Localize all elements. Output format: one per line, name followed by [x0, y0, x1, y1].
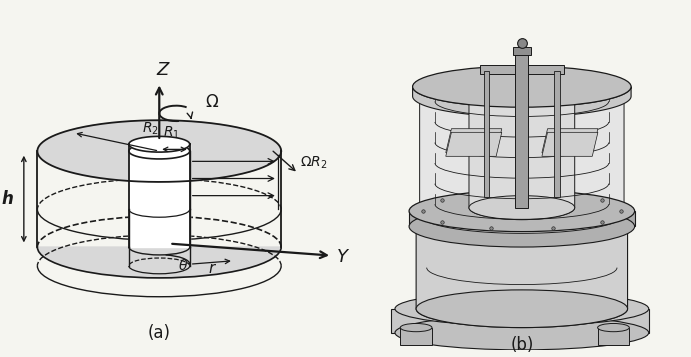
Text: (a): (a)	[148, 324, 171, 342]
Polygon shape	[409, 211, 634, 226]
Polygon shape	[391, 309, 649, 333]
Polygon shape	[513, 46, 531, 55]
Ellipse shape	[395, 316, 649, 350]
Text: (b): (b)	[510, 336, 533, 354]
Text: $\Omega R_2$: $\Omega R_2$	[300, 155, 328, 171]
Text: $R_1$: $R_1$	[162, 125, 180, 141]
Text: Y: Y	[337, 248, 348, 266]
Ellipse shape	[409, 206, 634, 247]
Polygon shape	[413, 87, 631, 117]
Ellipse shape	[416, 290, 627, 328]
Text: r: r	[209, 261, 215, 276]
Polygon shape	[419, 95, 624, 233]
Polygon shape	[480, 65, 564, 74]
Ellipse shape	[395, 292, 649, 326]
Text: h: h	[2, 190, 14, 208]
Polygon shape	[37, 120, 281, 182]
Text: $\theta$: $\theta$	[178, 258, 188, 273]
Polygon shape	[519, 134, 524, 158]
Ellipse shape	[413, 66, 631, 107]
Polygon shape	[554, 71, 560, 197]
Polygon shape	[416, 226, 627, 328]
Polygon shape	[446, 129, 502, 153]
Ellipse shape	[416, 208, 627, 245]
Text: Z: Z	[156, 61, 169, 79]
Polygon shape	[542, 129, 598, 153]
Polygon shape	[515, 50, 528, 208]
Ellipse shape	[409, 191, 634, 232]
Polygon shape	[37, 247, 281, 278]
Polygon shape	[598, 328, 630, 345]
Polygon shape	[129, 144, 190, 247]
Polygon shape	[129, 136, 190, 152]
Ellipse shape	[469, 196, 575, 220]
Ellipse shape	[400, 323, 432, 332]
Polygon shape	[542, 132, 598, 156]
Polygon shape	[400, 328, 432, 345]
Text: $R_2$: $R_2$	[142, 120, 159, 137]
Polygon shape	[446, 132, 502, 156]
Text: $\Omega$: $\Omega$	[205, 92, 219, 111]
Polygon shape	[484, 71, 489, 197]
Polygon shape	[519, 127, 524, 151]
Polygon shape	[469, 77, 575, 220]
Ellipse shape	[598, 323, 630, 332]
